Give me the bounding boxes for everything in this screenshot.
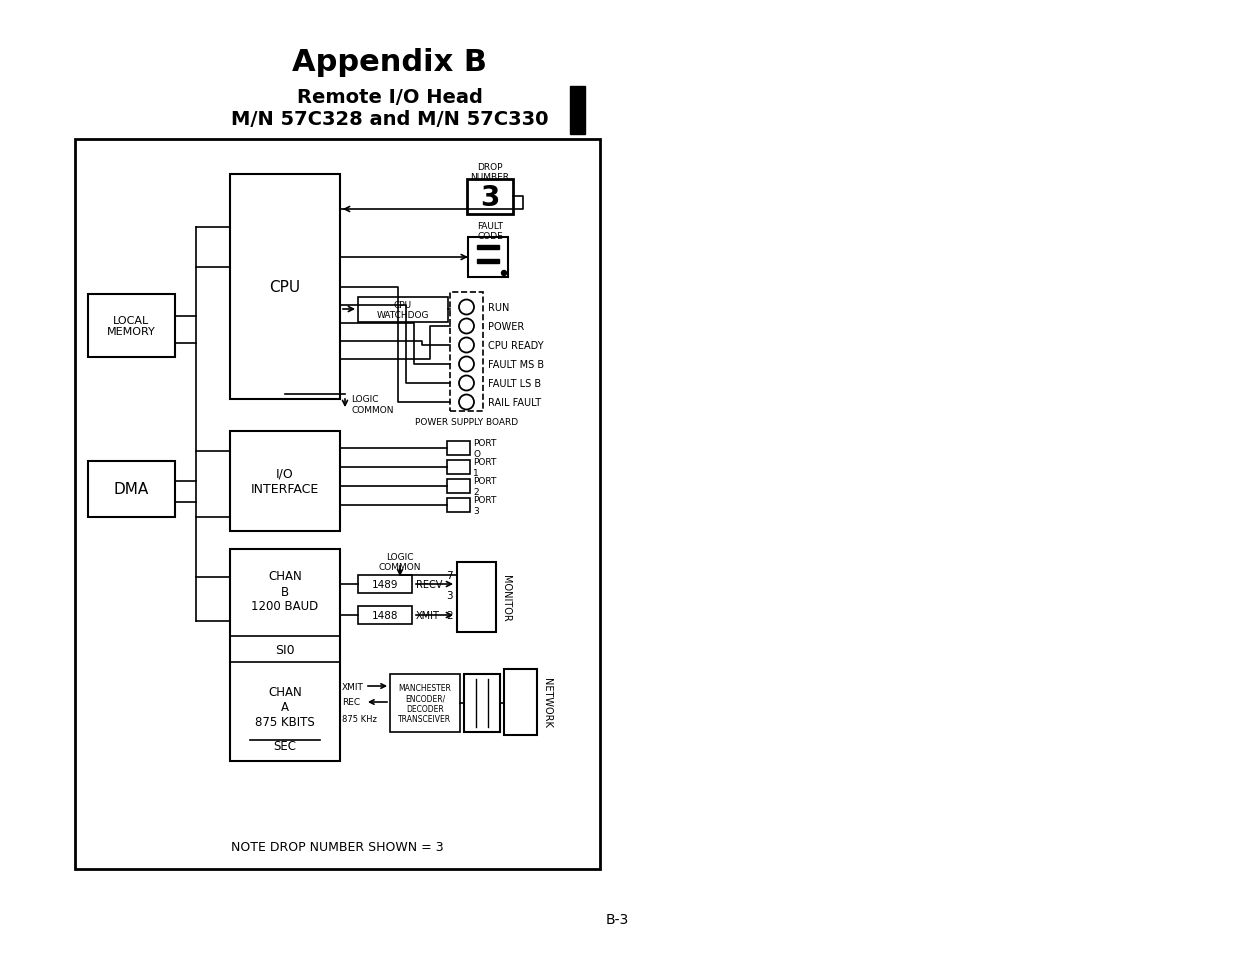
- Bar: [504, 669, 537, 735]
- Bar: [230, 550, 340, 761]
- Text: LOGIC
COMMON: LOGIC COMMON: [379, 553, 421, 572]
- Text: FAULT LS B: FAULT LS B: [488, 378, 541, 389]
- Text: B-3: B-3: [605, 912, 629, 926]
- Text: DMA: DMA: [114, 482, 149, 497]
- Text: 1489: 1489: [372, 579, 398, 589]
- Text: 875 KHz: 875 KHz: [342, 715, 377, 723]
- Bar: [230, 174, 340, 399]
- Text: POWER: POWER: [488, 322, 524, 332]
- Text: POWER SUPPLY BOARD: POWER SUPPLY BOARD: [415, 417, 517, 427]
- Text: NETWORK: NETWORK: [542, 678, 552, 727]
- Text: MANCHESTER
ENCODER/
DECODER
TRANSCEIVER: MANCHESTER ENCODER/ DECODER TRANSCEIVER: [399, 683, 452, 723]
- Bar: [88, 294, 175, 357]
- Text: PORT
2: PORT 2: [473, 476, 496, 497]
- Text: DROP
NUMBER: DROP NUMBER: [471, 163, 510, 182]
- Text: 7: 7: [446, 571, 453, 580]
- Bar: [447, 441, 471, 456]
- Bar: [468, 237, 508, 277]
- Text: CPU: CPU: [269, 280, 300, 294]
- Text: CHAN
A
875 KBITS: CHAN A 875 KBITS: [256, 686, 315, 729]
- Text: 2: 2: [446, 610, 453, 620]
- Text: PORT
1: PORT 1: [473, 457, 496, 477]
- Bar: [477, 246, 499, 250]
- Text: PORT
3: PORT 3: [473, 496, 496, 516]
- Text: MONITOR: MONITOR: [501, 574, 511, 620]
- Text: Appendix B: Appendix B: [293, 48, 488, 77]
- Bar: [390, 675, 459, 732]
- Bar: [358, 576, 412, 594]
- Text: SI0: SI0: [275, 643, 295, 656]
- Bar: [571, 87, 585, 135]
- Bar: [464, 675, 500, 732]
- Circle shape: [501, 272, 506, 276]
- Bar: [358, 606, 412, 624]
- Text: RAIL FAULT: RAIL FAULT: [488, 397, 541, 408]
- Text: 3: 3: [480, 183, 500, 212]
- Bar: [358, 297, 448, 323]
- Text: NOTE DROP NUMBER SHOWN = 3: NOTE DROP NUMBER SHOWN = 3: [231, 841, 443, 854]
- Bar: [447, 479, 471, 494]
- Text: RECV: RECV: [416, 579, 442, 589]
- Text: 1488: 1488: [372, 610, 398, 620]
- Bar: [477, 260, 499, 264]
- Text: FAULT MS B: FAULT MS B: [488, 359, 545, 370]
- Text: FAULT
CODE: FAULT CODE: [477, 222, 503, 241]
- Text: RUN: RUN: [488, 303, 509, 313]
- Text: M/N 57C328 and M/N 57C330: M/N 57C328 and M/N 57C330: [231, 110, 548, 129]
- Text: XMIT: XMIT: [342, 681, 364, 691]
- Text: XMIT: XMIT: [416, 610, 440, 620]
- Text: LOGIC
COMMON: LOGIC COMMON: [351, 395, 394, 415]
- Text: PORT
O: PORT O: [473, 438, 496, 458]
- Text: 3: 3: [446, 590, 453, 600]
- Bar: [447, 460, 471, 475]
- Text: REC: REC: [342, 698, 361, 707]
- Bar: [467, 180, 513, 214]
- Bar: [75, 140, 600, 869]
- Text: SEC: SEC: [273, 740, 296, 753]
- Bar: [447, 498, 471, 513]
- Text: LOCAL
MEMORY: LOCAL MEMORY: [107, 315, 156, 337]
- Bar: [450, 293, 483, 412]
- Text: I/O
INTERFACE: I/O INTERFACE: [251, 468, 319, 496]
- Bar: [457, 562, 496, 633]
- Text: CPU READY: CPU READY: [488, 340, 543, 351]
- Text: CHAN
B
1200 BAUD: CHAN B 1200 BAUD: [252, 570, 319, 613]
- Text: Remote I/O Head: Remote I/O Head: [298, 88, 483, 107]
- Bar: [88, 461, 175, 517]
- Text: CPU
WATCHDOG: CPU WATCHDOG: [377, 300, 430, 320]
- Bar: [230, 432, 340, 532]
